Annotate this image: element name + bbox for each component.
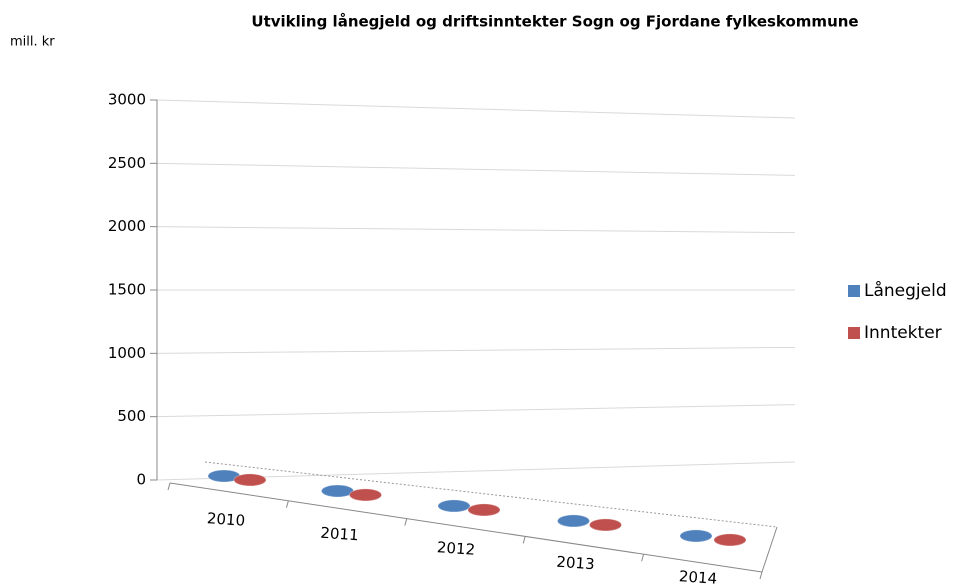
bar-top xyxy=(713,533,747,547)
bar-top xyxy=(233,473,267,487)
y-tick-label: 2000 xyxy=(108,217,146,235)
bar-top xyxy=(437,499,471,513)
bar-top xyxy=(349,488,382,502)
legend-swatch xyxy=(848,285,860,297)
x-tick-label: 2012 xyxy=(436,538,475,559)
bar-top xyxy=(321,484,354,498)
x-tick-label: 2013 xyxy=(556,553,595,574)
floor-right xyxy=(761,526,778,573)
y-tick-label: 500 xyxy=(117,407,146,425)
y-tick-label: 1500 xyxy=(108,281,146,299)
legend-swatch xyxy=(848,327,860,339)
grid-line xyxy=(156,346,796,354)
legend-label: Lånegjeld xyxy=(864,280,947,301)
bar-top xyxy=(679,529,713,543)
grid-line xyxy=(156,226,796,234)
y-tick-label: 2500 xyxy=(108,154,146,172)
x-tick xyxy=(759,571,763,580)
floor-back xyxy=(204,461,778,528)
x-tick xyxy=(641,554,645,562)
grid-line xyxy=(156,99,796,119)
bar-top xyxy=(557,514,590,528)
x-tick-label: 2010 xyxy=(206,509,245,530)
x-tick xyxy=(285,500,289,508)
x-tick-label: 2011 xyxy=(320,524,359,545)
x-tick xyxy=(167,482,171,491)
x-tick xyxy=(404,518,408,526)
x-tick-label: 2014 xyxy=(678,567,717,586)
chart-title: Utvikling lånegjeld og driftsinntekter S… xyxy=(251,13,858,31)
x-axis xyxy=(169,482,763,573)
y-axis-label: mill. kr xyxy=(10,35,55,50)
y-tick-label: 0 xyxy=(136,471,146,489)
bar-top xyxy=(467,503,501,517)
x-tick xyxy=(522,536,526,544)
grid-line xyxy=(156,404,796,418)
grid-line xyxy=(156,162,796,176)
legend-label: Inntekter xyxy=(864,323,942,343)
bar-top xyxy=(589,518,622,532)
y-tick-label: 3000 xyxy=(108,91,146,109)
y-tick-label: 1000 xyxy=(108,344,146,362)
